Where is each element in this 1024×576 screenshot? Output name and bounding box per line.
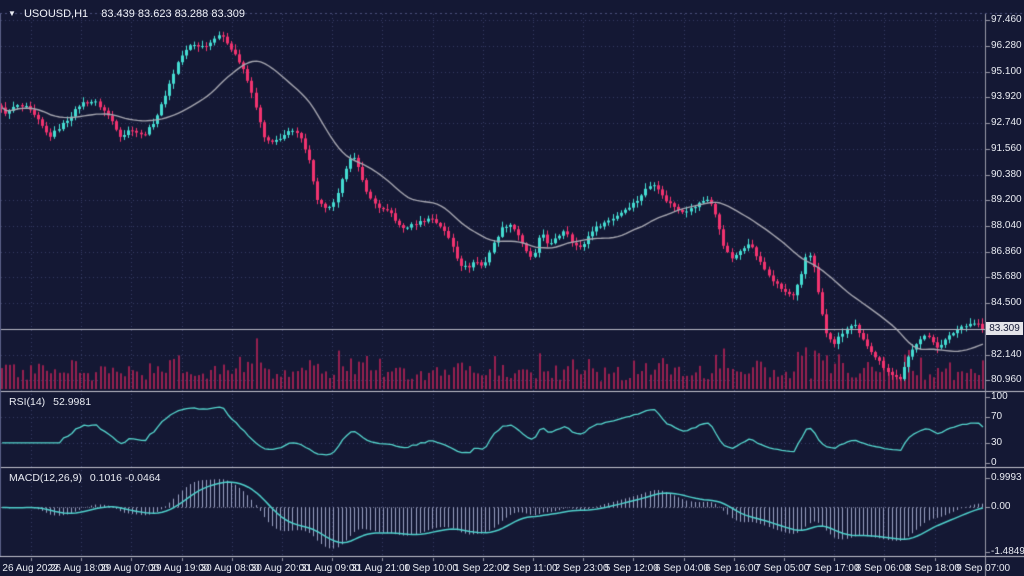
rsi-tick-label: 100 bbox=[991, 391, 1008, 402]
price-tick-label: 88.040 bbox=[991, 220, 1022, 231]
time-tick-label: 26 Aug 18:00 bbox=[50, 563, 109, 574]
time-tick-label: 7 Sep 17:00 bbox=[805, 563, 860, 574]
time-tick-label: 5 Sep 12:00 bbox=[604, 563, 659, 574]
time-tick-label: 30 Aug 20:00 bbox=[250, 563, 310, 574]
price-tick-label: 90.380 bbox=[991, 169, 1022, 180]
price-tick-label: 95.100 bbox=[991, 66, 1022, 77]
time-tick-label: 29 Aug 07:00 bbox=[100, 563, 160, 574]
macd-tick-label: 0.9993 bbox=[991, 472, 1022, 483]
rsi-label: RSI(14) 52.9981 bbox=[9, 396, 91, 408]
price-tick-label: 84.500 bbox=[991, 297, 1022, 308]
time-tick-label: 26 Aug 2022 bbox=[2, 563, 59, 574]
price-tick-label: 82.140 bbox=[991, 349, 1022, 360]
macd-tick-label: -1.4849 bbox=[991, 546, 1024, 557]
time-tick-label: 29 Aug 19:00 bbox=[150, 563, 210, 574]
price-tick-label: 91.560 bbox=[991, 143, 1022, 154]
rsi-value: 52.9981 bbox=[53, 396, 92, 408]
price-tick-label: 85.680 bbox=[991, 271, 1022, 282]
time-tick-label: 1 Sep 10:00 bbox=[404, 563, 458, 574]
time-tick-label: 2 Sep 23:00 bbox=[554, 563, 609, 574]
price-tick-label: 86.860 bbox=[991, 246, 1022, 257]
rsi-tick-label: 0 bbox=[991, 457, 997, 468]
time-tick-label: 1 Sep 22:00 bbox=[454, 563, 509, 574]
time-tick-label: 9 Sep 07:00 bbox=[956, 563, 1011, 574]
macd-value: 0.1016 -0.0464 bbox=[89, 472, 161, 484]
time-tick-label: 8 Sep 06:00 bbox=[855, 563, 910, 574]
time-tick-label: 2 Sep 11:00 bbox=[504, 563, 558, 574]
time-tick-label: 31 Aug 09:00 bbox=[301, 563, 360, 574]
macd-name: MACD(12,26,9) bbox=[9, 472, 82, 484]
current-price-badge: 83.309 bbox=[986, 322, 1023, 335]
time-tick-label: 30 Aug 08:00 bbox=[200, 563, 260, 574]
macd-label: MACD(12,26,9) 0.1016 -0.0464 bbox=[9, 472, 161, 484]
price-tick-label: 80.960 bbox=[991, 374, 1022, 385]
price-tick-label: 89.200 bbox=[991, 194, 1022, 205]
chart-dropdown-icon[interactable]: ▼ bbox=[8, 9, 16, 18]
macd-tick-label: 0.00 bbox=[991, 501, 1011, 512]
rsi-name: RSI(14) bbox=[9, 396, 46, 408]
price-tick-label: 92.740 bbox=[991, 117, 1022, 128]
time-tick-label: 6 Sep 04:00 bbox=[655, 563, 709, 574]
price-tick-label: 93.920 bbox=[991, 91, 1022, 102]
rsi-tick-label: 30 bbox=[991, 437, 1003, 448]
rsi-tick-label: 70 bbox=[991, 411, 1003, 422]
ohlc-values: 83.439 83.623 83.288 83.309 bbox=[101, 8, 245, 20]
price-tick-label: 97.460 bbox=[991, 14, 1022, 25]
time-tick-label: 8 Sep 18:00 bbox=[906, 563, 960, 574]
time-tick-label: 7 Sep 05:00 bbox=[755, 563, 810, 574]
time-tick-label: 31 Aug 21:00 bbox=[351, 563, 411, 574]
time-tick-label: 6 Sep 16:00 bbox=[705, 563, 760, 574]
symbol-title: ▼ USOUSD,H1 83.439 83.623 83.288 83.309 bbox=[8, 8, 245, 20]
symbol-timeframe: USOUSD,H1 bbox=[23, 8, 89, 20]
price-tick-label: 96.280 bbox=[991, 40, 1022, 51]
